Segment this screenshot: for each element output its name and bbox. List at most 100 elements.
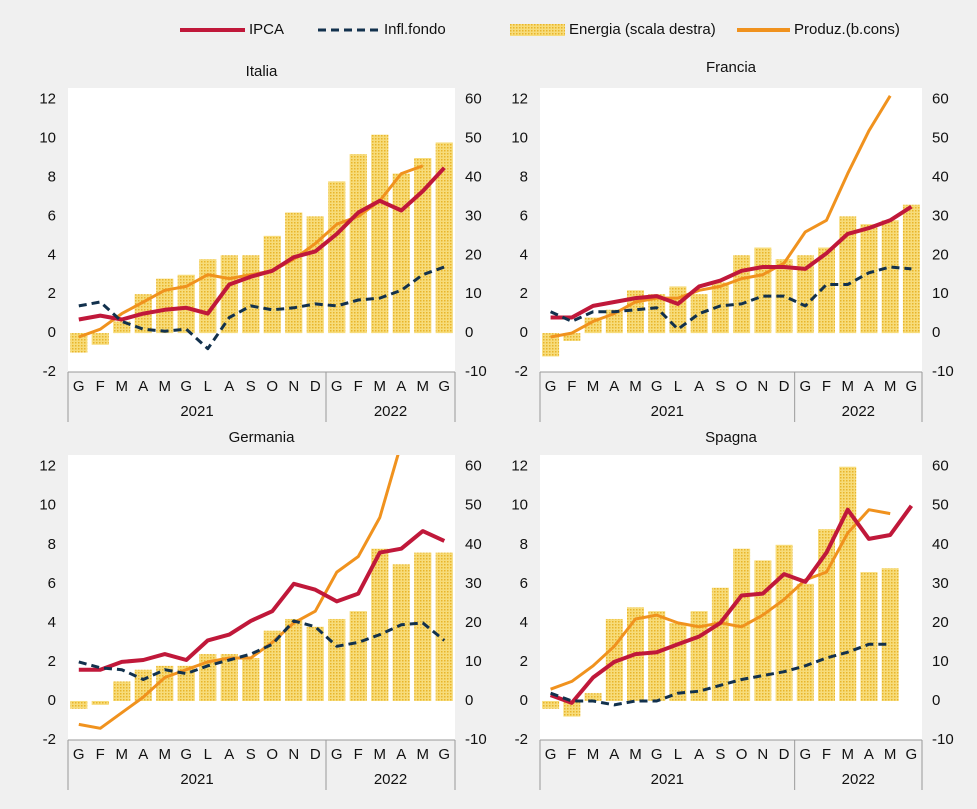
y-tick-label: 10 — [511, 497, 528, 514]
plot-area — [68, 455, 455, 740]
y-tick-label: 12 — [39, 91, 56, 108]
bar — [648, 294, 666, 334]
dashed-line — [550, 642, 891, 707]
y-tick-label: 0 — [520, 324, 528, 341]
y-tick-label: 0 — [48, 692, 56, 709]
x-group-label: 2021 — [651, 403, 684, 420]
plot-area — [68, 88, 455, 372]
bar — [860, 572, 878, 701]
chart-title: Spagna — [705, 429, 757, 446]
y2-tick-label: 40 — [932, 168, 949, 185]
x-tick-label: N — [288, 378, 299, 395]
x-tick-label: G — [651, 378, 663, 395]
x-tick-label: A — [224, 746, 234, 763]
x-tick-label: A — [864, 746, 874, 763]
x-tick-label: A — [224, 378, 234, 395]
x-tick-label: F — [354, 746, 363, 763]
y2-tick-label: 20 — [465, 614, 482, 631]
y2-tick-label: -10 — [465, 363, 487, 380]
bar — [349, 611, 367, 701]
x-tick-label: G — [331, 746, 343, 763]
x-group-label: 2022 — [374, 771, 407, 788]
x-tick-label: M — [841, 378, 854, 395]
y2-tick-label: 60 — [465, 91, 482, 108]
y-tick-label: 4 — [48, 246, 56, 263]
bar — [881, 220, 899, 334]
x-tick-label: M — [841, 746, 854, 763]
plot-area — [540, 455, 922, 740]
y2-tick-label: 60 — [932, 91, 949, 108]
x-tick-label: O — [736, 378, 748, 395]
x-tick-label: G — [438, 378, 450, 395]
x-group-label: 2021 — [651, 771, 684, 788]
line — [550, 205, 913, 320]
x-tick-label: N — [757, 378, 768, 395]
legend-label: Infl.fondo — [384, 21, 446, 38]
x-tick-label: O — [266, 746, 278, 763]
legend-label: Produz.(b.cons) — [794, 21, 900, 38]
y-tick-label: 4 — [520, 246, 528, 263]
x-tick-label: M — [116, 378, 129, 395]
bar — [648, 611, 666, 701]
legend-swatch — [510, 24, 565, 36]
y2-tick-label: 50 — [465, 130, 482, 147]
y2-tick-label: 40 — [932, 536, 949, 553]
line — [78, 166, 446, 322]
y-tick-label: 4 — [48, 614, 56, 631]
y-tick-label: -2 — [43, 363, 56, 380]
chart-title: Francia — [706, 59, 757, 76]
bar — [113, 321, 131, 334]
bar — [177, 274, 195, 334]
x-tick-label: G — [180, 378, 192, 395]
x-group-label: 2022 — [842, 403, 875, 420]
y-tick-label: 0 — [520, 692, 528, 709]
y2-tick-label: 50 — [932, 130, 949, 147]
y-tick-label: 2 — [48, 653, 56, 670]
x-tick-label: D — [310, 378, 321, 395]
bar — [156, 278, 174, 334]
x-tick-label: F — [96, 378, 105, 395]
x-tick-label: G — [73, 746, 85, 763]
x-tick-label: M — [417, 378, 430, 395]
x-group-label: 2022 — [842, 771, 875, 788]
line — [550, 95, 892, 339]
y-tick-label: 8 — [520, 536, 528, 553]
bar — [839, 466, 857, 701]
bar — [91, 700, 109, 705]
x-tick-label: G — [799, 746, 811, 763]
x-tick-label: A — [694, 746, 704, 763]
legend-label: IPCA — [249, 21, 284, 38]
x-tick-label: G — [906, 746, 918, 763]
y-tick-label: 8 — [48, 536, 56, 553]
plot — [542, 95, 920, 357]
y-tick-label: -2 — [43, 731, 56, 748]
x-tick-label: S — [715, 378, 725, 395]
bar — [328, 181, 346, 334]
bar — [306, 216, 324, 334]
y2-tick-label: 10 — [932, 653, 949, 670]
bar — [711, 282, 729, 334]
bar — [285, 618, 303, 701]
y2-tick-label: 60 — [932, 458, 949, 475]
bar — [91, 333, 109, 345]
bar — [349, 154, 367, 334]
y2-tick-label: 30 — [465, 575, 482, 592]
bar — [563, 700, 581, 717]
bar — [839, 216, 857, 334]
bar — [414, 552, 432, 701]
x-tick-label: M — [374, 378, 387, 395]
bar — [371, 548, 389, 701]
x-tick-label: G — [73, 378, 85, 395]
x-tick-label: G — [906, 378, 918, 395]
x-tick-label: F — [96, 746, 105, 763]
x-tick-label: M — [417, 746, 430, 763]
x-tick-label: A — [609, 378, 619, 395]
bar — [220, 654, 238, 701]
bar — [199, 259, 217, 334]
x-tick-label: A — [864, 378, 874, 395]
bar — [435, 552, 453, 701]
dashed-line — [549, 265, 912, 331]
x-tick-label: A — [138, 378, 148, 395]
